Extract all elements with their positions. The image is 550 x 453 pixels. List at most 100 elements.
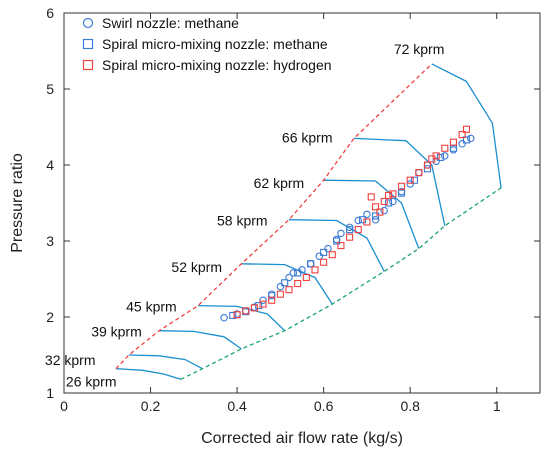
swirl-methane-point	[415, 168, 423, 177]
speed-label: 66 kprm	[282, 129, 333, 145]
spiral-methane-point	[229, 311, 237, 320]
spiral-methane-point	[320, 248, 328, 256]
spiral-hydrogen-point	[384, 191, 393, 199]
legend-label: Spiral micro-mixing nozzle: methane	[102, 36, 328, 52]
y-tick-label: 4	[46, 157, 54, 173]
spiral-hydrogen-point	[441, 144, 449, 152]
spiral-methane-point	[423, 165, 432, 173]
swirl-methane-point	[337, 229, 345, 238]
spiral-hydrogen-point	[250, 304, 258, 312]
spiral-hydrogen-point	[367, 193, 375, 201]
speed-line	[431, 63, 502, 188]
swirl-methane-point	[389, 197, 397, 206]
surge-line	[115, 63, 433, 370]
legend-marker-circle	[82, 17, 94, 29]
swirl-methane-point	[449, 146, 458, 154]
speed-label: 72 kprm	[394, 41, 445, 57]
spiral-methane-point	[333, 237, 341, 245]
speed-label: 52 kprm	[171, 259, 222, 275]
spiral-hydrogen-point	[294, 280, 302, 288]
spiral-methane-point	[462, 136, 470, 144]
spiral-methane-point	[346, 226, 354, 234]
y-tick-label: 2	[46, 309, 54, 325]
axis-ticks: 0 0.2 0.4 0.6 0.8 1 1 2 3 4 5 6	[46, 5, 540, 414]
swirl-methane-point	[363, 210, 371, 219]
x-tick-label: 1	[493, 398, 501, 414]
spiral-hydrogen-point	[328, 251, 336, 259]
speed-line	[128, 354, 203, 370]
spiral-methane-point	[255, 302, 263, 310]
swirl-methane-point	[371, 215, 380, 224]
spiral-methane-point	[436, 153, 445, 161]
swirl-methane-point	[354, 216, 363, 225]
swirl-methane-point	[276, 282, 285, 291]
speed-label: 62 kprm	[254, 175, 305, 191]
swirl-methane-point	[289, 269, 298, 277]
x-tick-label: 0.8	[400, 398, 420, 414]
x-tick-label: 0.4	[227, 398, 247, 414]
spiral-hydrogen-point	[397, 182, 406, 190]
x-tick-label: 0.2	[141, 398, 161, 414]
speed-line	[115, 368, 181, 380]
swirl-methane-point	[441, 152, 449, 160]
y-axis-label: Pressure ratio	[9, 153, 26, 253]
spiral-hydrogen-point	[462, 125, 470, 133]
spiral-hydrogen-point	[380, 197, 388, 206]
speed-labels: 26 kprm 32 kprm 39 kprm 45 kprm 52 kprm 58 kp…	[45, 41, 444, 390]
y-tick-label: 5	[46, 81, 54, 97]
swirl-methane-point	[432, 157, 440, 165]
spiral-hydrogen-point	[276, 290, 284, 298]
spiral-hydrogen-point	[423, 161, 432, 169]
spiral-methane-point	[410, 176, 419, 184]
spiral-methane-point	[281, 279, 289, 287]
spiral-hydrogen-point	[376, 208, 384, 216]
spiral-hydrogen-point	[363, 218, 371, 226]
choke-line	[180, 187, 502, 380]
swirl-methane-point	[332, 235, 341, 244]
swirl-methane-point	[324, 244, 332, 253]
spiral-hydrogen-point	[337, 242, 345, 250]
spiral-hydrogen-point	[354, 226, 362, 234]
spiral-hydrogen-point	[268, 296, 276, 304]
swirl-methane-point	[406, 180, 414, 188]
speed-label: 32 kprm	[45, 352, 96, 368]
y-tick-label: 1	[46, 385, 54, 401]
spiral-methane-point	[359, 216, 367, 224]
speed-lines	[115, 63, 502, 380]
spiral-hydrogen-point	[432, 152, 440, 160]
x-axis-label: Corrected air flow rate (kg/s)	[201, 430, 403, 447]
data-series	[220, 125, 475, 322]
spiral-methane-point	[294, 269, 302, 277]
spiral-hydrogen-point	[242, 307, 250, 315]
plot-area-frame	[63, 12, 541, 394]
spiral-methane-point	[268, 292, 276, 300]
y-tick-label: 6	[46, 5, 54, 21]
spiral-hydrogen-point	[320, 258, 328, 266]
speed-label: 39 kprm	[91, 324, 142, 340]
spiral-hydrogen-point	[259, 300, 267, 308]
speed-label: 45 kprm	[126, 299, 177, 315]
swirl-methane-point	[285, 273, 293, 282]
x-tick-label: 0	[60, 398, 68, 414]
legend-label: Swirl nozzle: methane	[102, 15, 239, 31]
x-tick-label: 0.6	[314, 398, 334, 414]
spiral-methane-point	[307, 260, 315, 268]
spiral-hydrogen-point	[406, 176, 414, 184]
legend-marker-square	[82, 38, 94, 50]
spiral-methane-point	[397, 189, 406, 197]
swirl-methane-point	[423, 161, 432, 169]
spiral-methane-point	[372, 212, 380, 220]
swirl-methane-point	[380, 206, 388, 215]
spiral-hydrogen-point	[346, 233, 354, 241]
spiral-hydrogen-point	[233, 311, 241, 319]
speed-line	[198, 304, 286, 332]
swirl-methane-point	[467, 134, 475, 143]
swirl-methane-point	[315, 252, 324, 260]
legend-label: Spiral micro-mixing nozzle: hydrogen	[102, 57, 332, 73]
swirl-methane-point	[259, 296, 267, 305]
spiral-hydrogen-point	[311, 266, 319, 274]
spiral-hydrogen-point	[302, 273, 310, 282]
legend-marker-square	[82, 59, 94, 71]
speed-line	[288, 219, 385, 272]
